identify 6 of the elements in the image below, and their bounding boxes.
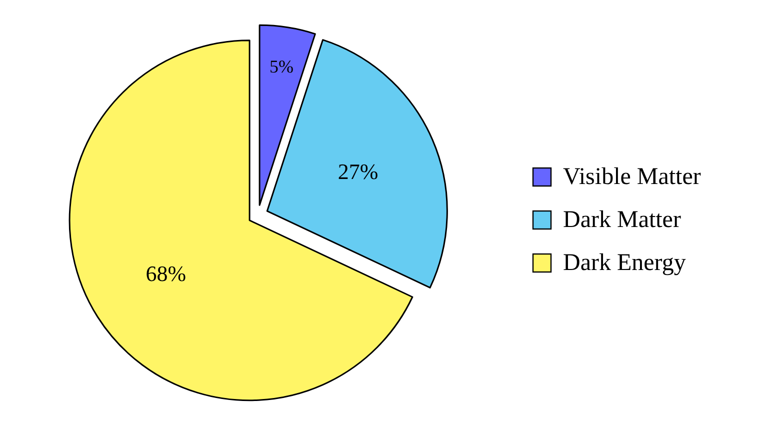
- data-label: 5%: [270, 56, 294, 76]
- data-label: 27%: [338, 159, 378, 184]
- legend-label: Dark Matter: [563, 207, 681, 233]
- data-label: 68%: [146, 260, 186, 286]
- legend-label: Dark Energy: [563, 250, 686, 276]
- legend-label: Visible Matter: [563, 164, 701, 190]
